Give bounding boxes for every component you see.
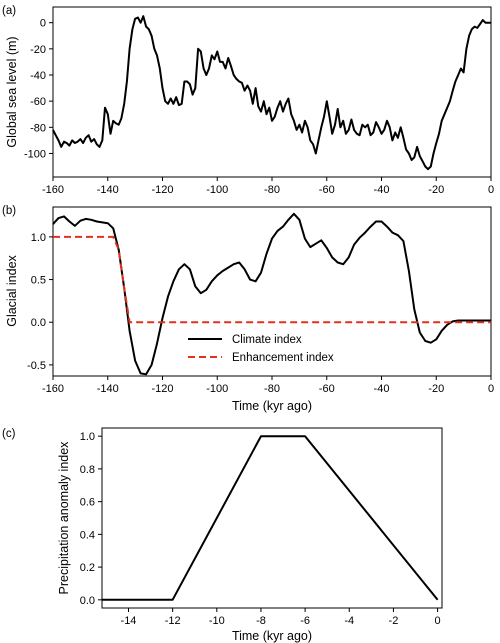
b-xtick-label: -60 xyxy=(319,383,335,395)
panel-b: (b) -160 -140 -120 -100 -80 -60 -40 -20 0 1.0 0.5 0… xyxy=(2,205,494,413)
panel-a-label: (a) xyxy=(2,5,16,17)
c-xtick-label: -2 xyxy=(389,615,399,627)
c-ytick-label: 0.2 xyxy=(80,562,95,574)
b-ytick-label: 0.0 xyxy=(31,317,46,329)
panel-b-climate-index-line xyxy=(52,212,491,376)
b-xtick-label: -100 xyxy=(206,383,228,395)
legend-enhancement-label: Enhancement index xyxy=(232,352,334,364)
a-ytick-label: -100 xyxy=(24,148,46,160)
b-xtick-label: -140 xyxy=(97,383,119,395)
a-ytick-label: -20 xyxy=(30,44,46,56)
a-xtick-label: -140 xyxy=(97,184,119,196)
panel-c-xlabel: Time (kyr ago) xyxy=(232,629,312,643)
panel-b-xlabel: Time (kyr ago) xyxy=(232,399,312,413)
c-xtick-label: -8 xyxy=(256,615,266,627)
b-xtick-label: 0 xyxy=(488,383,494,395)
b-ytick-label: -0.5 xyxy=(27,360,46,372)
a-xtick-label: -160 xyxy=(42,184,64,196)
a-ytick-label: -80 xyxy=(30,122,46,134)
b-xtick-label: -40 xyxy=(374,383,390,395)
panel-a-ticks: -160 -140 -120 -100 -80 -60 -40 -20 0 0 -20 -40 -60 -… xyxy=(24,18,494,196)
a-xtick-label: 0 xyxy=(488,184,494,196)
c-xtick-label: 0 xyxy=(435,615,441,627)
a-xtick-label: -80 xyxy=(264,184,280,196)
b-xtick-label: -160 xyxy=(42,383,64,395)
c-xtick-label: -12 xyxy=(165,615,181,627)
c-xtick-label: -6 xyxy=(300,615,310,627)
panel-c: (c) -14 -12 -10 -8 -6 -4 -2 0 0.0 0.2 0.4 0.6 0.8 1.0… xyxy=(2,427,443,643)
a-ytick-label: -60 xyxy=(30,96,46,108)
b-xtick-label: -80 xyxy=(264,383,280,395)
b-xtick-label: -20 xyxy=(428,383,444,395)
panel-b-ylabel: Glacial index xyxy=(5,254,19,326)
a-xtick-label: -60 xyxy=(319,184,335,196)
panel-a-frame xyxy=(52,6,492,178)
c-ytick-label: 0.6 xyxy=(80,497,95,509)
c-ytick-label: 0.4 xyxy=(80,529,95,541)
c-xtick-label: -4 xyxy=(344,615,354,627)
panel-c-ylabel: Precipitation anomaly index xyxy=(57,441,71,595)
panel-b-legend: Climate index Enhancement index xyxy=(188,334,334,364)
a-xtick-label: -100 xyxy=(206,184,228,196)
panel-c-label: (c) xyxy=(2,428,16,440)
panel-b-frame xyxy=(52,206,492,377)
c-ytick-label: 0.8 xyxy=(80,464,95,476)
panel-b-enhancement-index-line xyxy=(53,235,491,324)
a-xtick-label: -40 xyxy=(374,184,390,196)
c-xtick-label: -14 xyxy=(121,615,137,627)
b-ytick-label: 0.5 xyxy=(31,275,46,287)
a-ytick-label: 0 xyxy=(40,18,46,30)
legend-climate-label: Climate index xyxy=(232,334,302,346)
panel-b-label: (b) xyxy=(2,205,16,217)
c-ytick-label: 1.0 xyxy=(80,431,95,443)
a-xtick-label: -120 xyxy=(151,184,173,196)
panel-c-ticks: -14 -12 -10 -8 -6 -4 -2 0 0.0 0.2 0.4 0.6 0.8 1.0 xyxy=(80,431,441,627)
b-ytick-label: 1.0 xyxy=(31,232,46,244)
panel-a-sea-level-line xyxy=(52,15,491,171)
panel-b-ticks: -160 -140 -120 -100 -80 -60 -40 -20 0 1.0 0.5 0.0 -0… xyxy=(27,232,494,395)
panel-c-precipitation-line xyxy=(102,435,439,601)
c-ytick-label: 0.0 xyxy=(80,595,95,607)
panel-a: (a) -160 -140 -120 -100 -80 -60 -40 -20 0 0 -20 -40… xyxy=(2,5,494,196)
a-xtick-label: -20 xyxy=(428,184,444,196)
panel-c-frame xyxy=(101,427,443,609)
a-ytick-label: -40 xyxy=(30,70,46,82)
b-xtick-label: -120 xyxy=(151,383,173,395)
c-xtick-label: -10 xyxy=(209,615,225,627)
panel-a-ylabel: Global sea level (m) xyxy=(5,36,19,147)
